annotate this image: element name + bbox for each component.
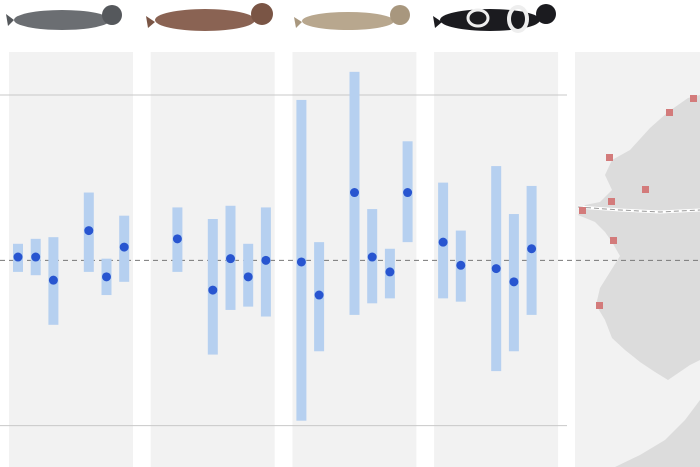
estimate-dot bbox=[491, 264, 501, 274]
site bbox=[579, 207, 586, 214]
seal-illustration bbox=[294, 5, 410, 30]
site bbox=[596, 302, 603, 309]
estimate-dot bbox=[385, 267, 395, 277]
marks bbox=[13, 71, 537, 421]
land bbox=[615, 400, 700, 467]
panel bbox=[9, 52, 133, 467]
estimate-dot bbox=[261, 255, 271, 265]
site bbox=[666, 109, 673, 116]
estimate-dot bbox=[509, 277, 519, 287]
estimate-dot bbox=[456, 260, 466, 270]
estimate-dot bbox=[84, 226, 94, 236]
lines bbox=[0, 94, 700, 427]
seals bbox=[6, 3, 556, 33]
seal-illustration bbox=[433, 4, 556, 33]
estimate-dot bbox=[367, 252, 377, 262]
border bbox=[577, 205, 700, 214]
estimate-dot bbox=[314, 290, 324, 300]
estimate-dot bbox=[102, 272, 111, 282]
estimate-dot bbox=[296, 257, 306, 267]
estimate-dot bbox=[403, 188, 413, 198]
estimate-dot bbox=[243, 272, 253, 282]
site bbox=[608, 198, 615, 205]
site bbox=[690, 95, 697, 102]
site bbox=[610, 237, 617, 244]
site bbox=[606, 154, 613, 161]
estimate-dot bbox=[527, 244, 537, 254]
site bbox=[642, 186, 649, 193]
estimate-dot bbox=[48, 275, 58, 285]
map bbox=[575, 52, 700, 467]
estimate-dot bbox=[31, 252, 41, 262]
estimate-dot bbox=[172, 234, 182, 244]
land bbox=[578, 95, 700, 380]
estimate-dot bbox=[208, 285, 218, 295]
estimate-dot bbox=[350, 188, 359, 198]
sites bbox=[579, 95, 697, 309]
estimate-dot bbox=[119, 242, 129, 252]
estimate-dot bbox=[13, 252, 23, 262]
seal-illustration bbox=[6, 5, 122, 30]
estimate-dot bbox=[438, 237, 448, 247]
estimate-dot bbox=[226, 254, 235, 264]
seal-illustration bbox=[146, 3, 273, 31]
